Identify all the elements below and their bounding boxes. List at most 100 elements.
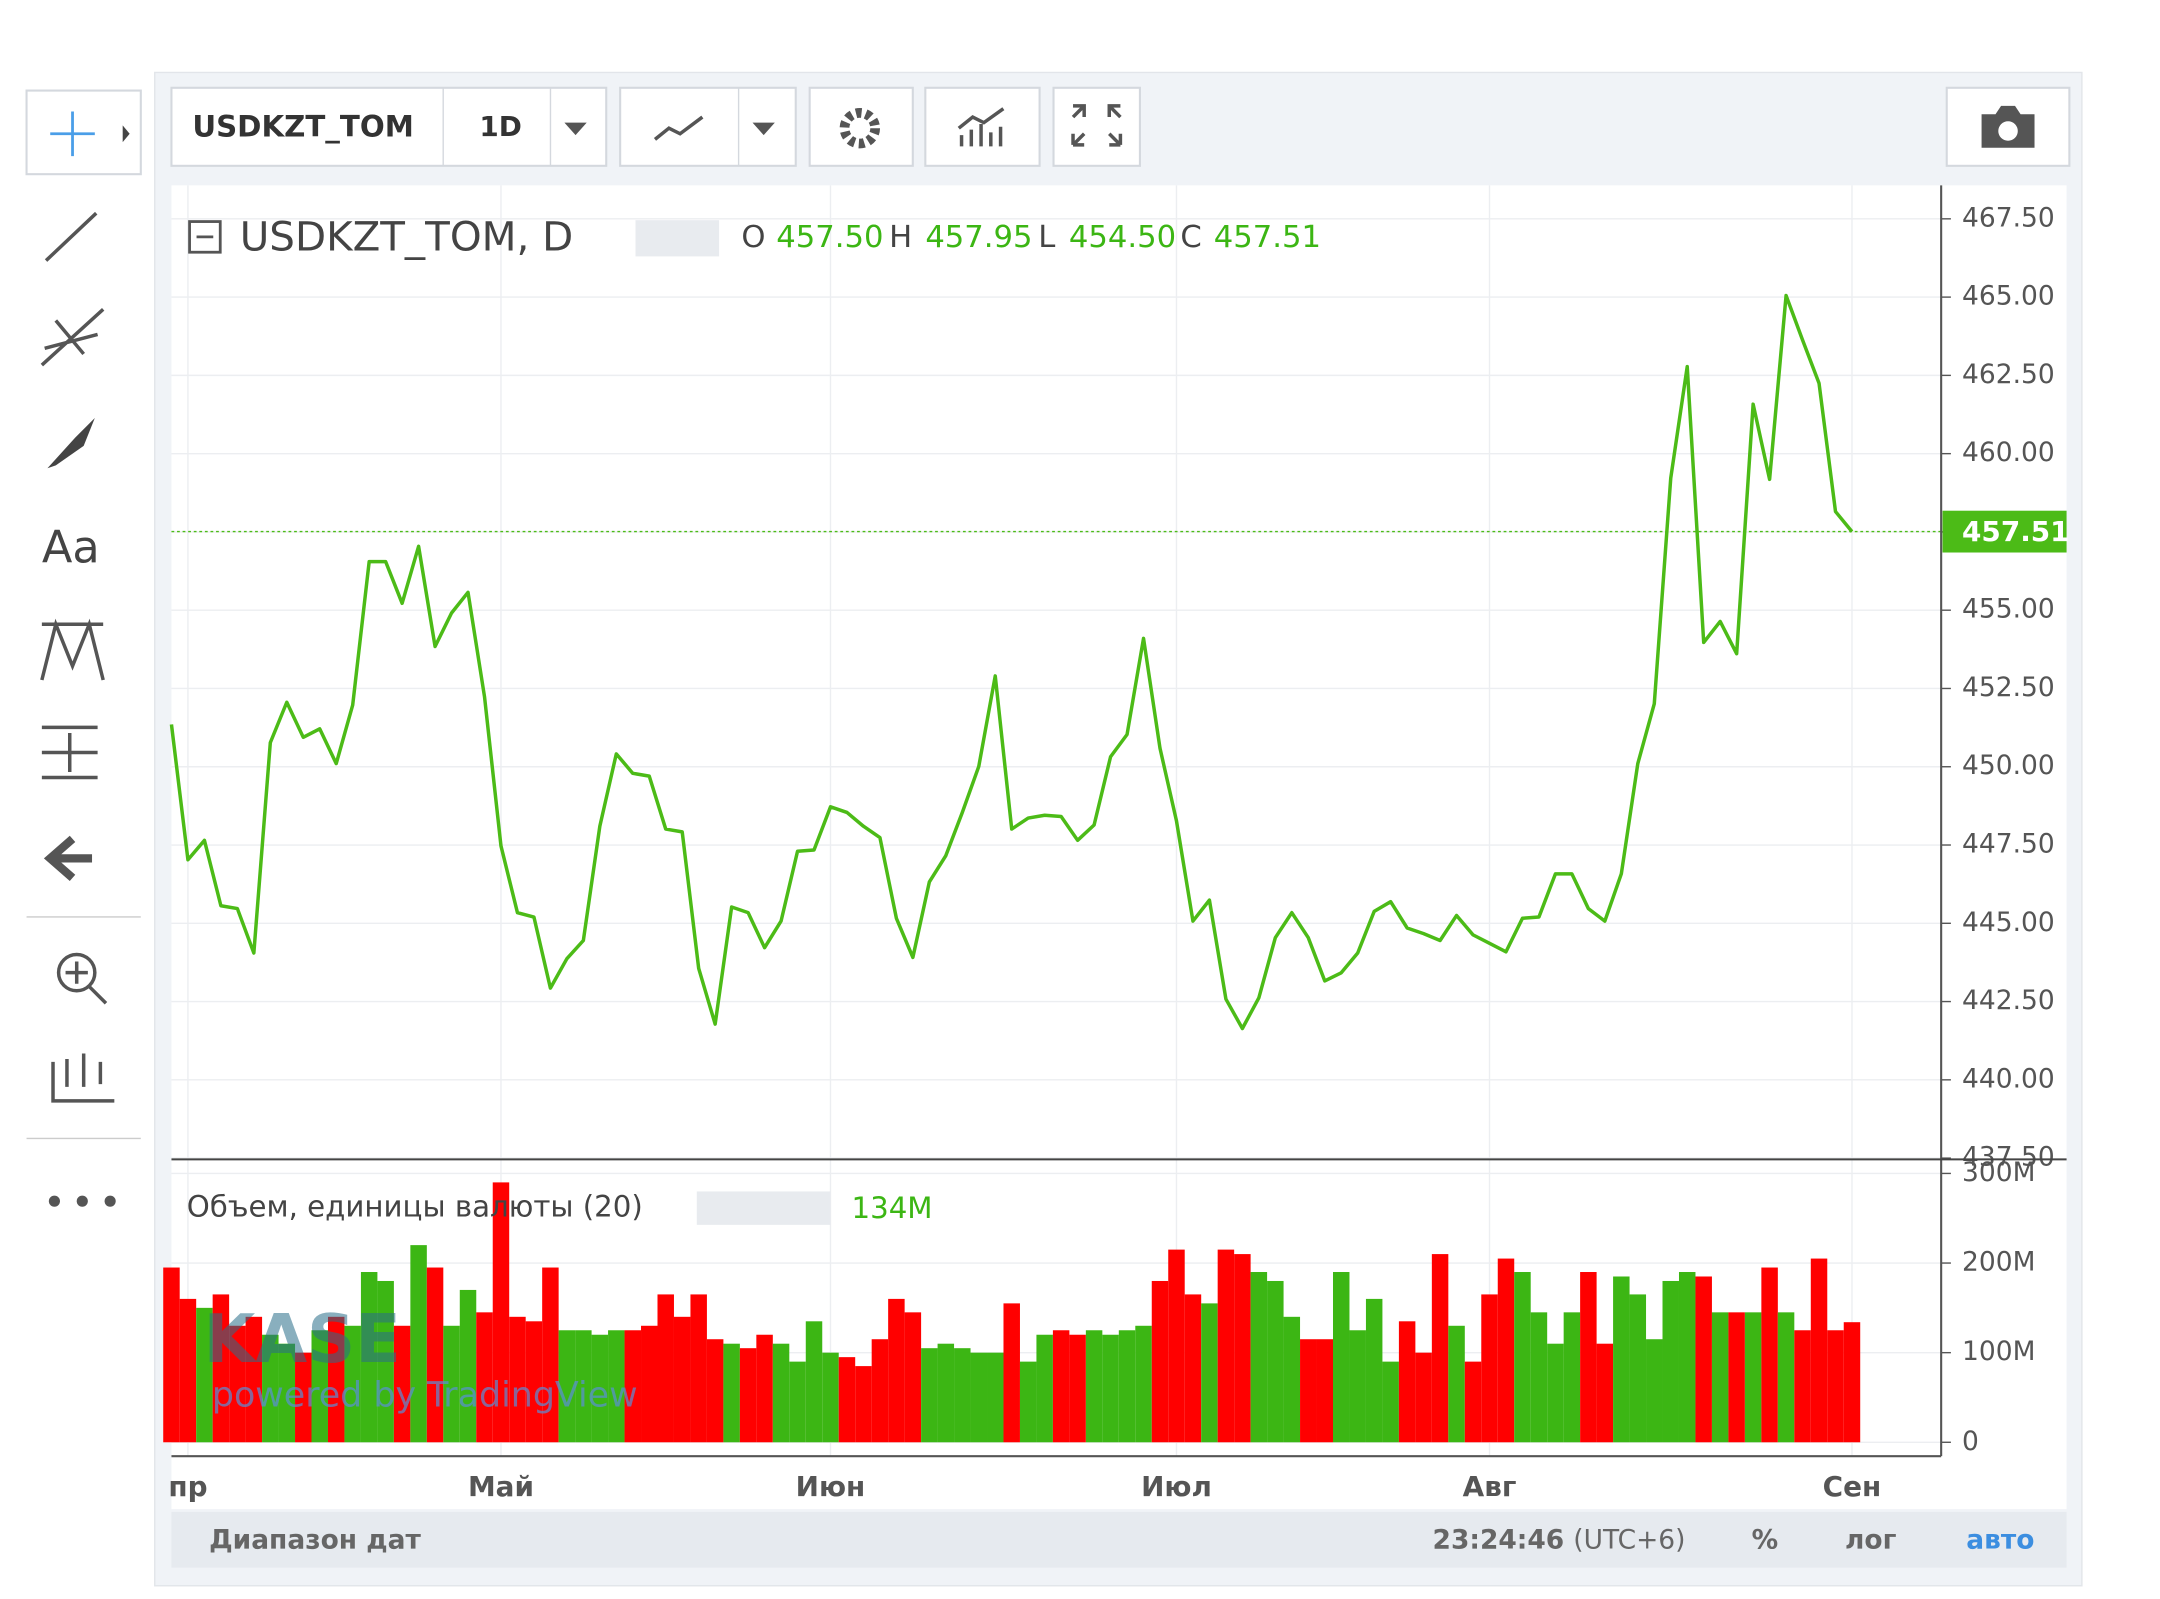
auto[interactable]: авто: [1966, 1525, 2034, 1556]
volume-bar: [772, 1343, 790, 1443]
volume-bar: [1365, 1298, 1383, 1443]
volume-bar: [410, 1245, 427, 1443]
pattern-icon[interactable]: [40, 618, 105, 681]
last-price-label: 457.51: [1962, 515, 2070, 548]
volume-bar: [1563, 1312, 1581, 1443]
zoom-icon-parts: [65, 961, 108, 1005]
fib-icon[interactable]: [40, 308, 105, 367]
x-tick-label: Авг: [1463, 1470, 1517, 1503]
fullscreen-button[interactable]: [1052, 86, 1141, 167]
volume-bar: [196, 1307, 213, 1443]
indicators-icon: [957, 107, 1005, 147]
volume-bar: [1283, 1316, 1301, 1443]
volume-bar: [1234, 1254, 1251, 1443]
c-value: 457.51: [1214, 220, 1321, 255]
dropdown[interactable]: [752, 122, 775, 136]
volume-bar: [690, 1294, 707, 1443]
volume-bar: [1728, 1312, 1745, 1443]
watermark-sub: powered by TradingView: [212, 1375, 638, 1415]
y-tick-label: 455.00: [1962, 594, 2055, 625]
l-value: 454.50: [1069, 220, 1176, 255]
volume-bar: [641, 1325, 658, 1443]
y-tick-label: 0: [1962, 1426, 1979, 1457]
settings-button[interactable]: [808, 86, 914, 167]
volume-bar: [1777, 1312, 1795, 1443]
volume-bar: [888, 1298, 905, 1443]
volume-bar: [673, 1316, 691, 1443]
crosshair-icon: [50, 111, 95, 157]
gear-icon: [839, 107, 881, 149]
volume-bar: [1629, 1294, 1647, 1443]
volume-bar: [1300, 1339, 1317, 1443]
measure-icon[interactable]: [41, 725, 98, 780]
symbol[interactable]: USDKZT_TOM: [192, 110, 413, 144]
volume-bar: [558, 1330, 576, 1443]
y-tick-label: 440.00: [1962, 1063, 2055, 1094]
volume-bar: [970, 1352, 988, 1443]
volume-bar: [1481, 1294, 1498, 1443]
volume-bar: [904, 1312, 922, 1443]
y-tick-label: 300M: [1962, 1157, 2035, 1188]
volume-buttons[interactable]: [696, 1191, 831, 1225]
x-tick-label: Сен: [1823, 1470, 1882, 1503]
volume-bar: [937, 1343, 955, 1443]
interval[interactable]: 1D: [479, 110, 522, 143]
arrow-icon: [122, 125, 130, 143]
price-line: [169, 293, 1854, 1031]
more-icon[interactable]: [48, 1195, 116, 1207]
volume-bar: [624, 1330, 642, 1443]
volume-bar: [1201, 1303, 1218, 1443]
volume-bar: [1431, 1254, 1449, 1443]
dropdown[interactable]: [564, 122, 587, 136]
volume-bar: [1497, 1258, 1515, 1443]
date-range[interactable]: Диапазон дат: [209, 1525, 421, 1556]
volume-bar: [921, 1348, 938, 1443]
volume-bar: [443, 1325, 460, 1443]
ohlc: O 457.50 H 457.95 L 454.50 C 457.51: [741, 220, 1321, 255]
volume-bar: [1580, 1272, 1597, 1443]
volume-bar: [1827, 1330, 1844, 1443]
volume-bar: [393, 1325, 411, 1443]
volume-bar: [1102, 1334, 1119, 1443]
volume-bar: [212, 1294, 230, 1443]
volume-bar: [1052, 1330, 1070, 1443]
x-tick-label: Июл: [1141, 1470, 1212, 1503]
zoom-icon[interactable]: [56, 952, 97, 993]
volume-bar: [1843, 1322, 1861, 1443]
volume-bar: [1662, 1280, 1679, 1443]
volume-bar: [509, 1316, 526, 1443]
percent[interactable]: %: [1752, 1525, 1779, 1556]
ruler-icon[interactable]: [51, 1053, 115, 1103]
volume-bar: [591, 1334, 609, 1443]
volume-bar: [1448, 1325, 1465, 1443]
bottom-bar: [171, 1511, 2067, 1568]
legend-buttons[interactable]: [635, 220, 720, 257]
symbol-box[interactable]: [170, 86, 608, 167]
volume-bar: [1217, 1249, 1235, 1443]
y-tick-label: 437.50: [1962, 1142, 2055, 1173]
collapse-icon[interactable]: [188, 220, 222, 254]
volume-bar: [229, 1325, 246, 1443]
volume-bar: [1794, 1330, 1811, 1443]
last-price-tag: [1942, 510, 2067, 553]
trend-icon[interactable]: [44, 211, 98, 262]
volume-bar: [1547, 1343, 1564, 1443]
camera-lens: [1998, 121, 2018, 141]
volume-bar: [706, 1339, 724, 1443]
log[interactable]: лог: [1845, 1525, 1897, 1556]
brush-icon[interactable]: [47, 418, 95, 469]
timezone[interactable]: (UTC+6): [1573, 1525, 1685, 1556]
volume-bar: [789, 1361, 806, 1443]
volume-bar: [1316, 1339, 1333, 1443]
volume-bar: [1019, 1361, 1037, 1443]
volume-bar: [954, 1348, 971, 1443]
volume-bar: [1184, 1294, 1202, 1443]
back-icon[interactable]: [43, 835, 93, 882]
volume-bar: [1151, 1280, 1169, 1443]
volume-bar: [838, 1357, 856, 1443]
volume-bar: [278, 1343, 296, 1443]
text-tool[interactable]: Aa: [42, 521, 100, 573]
volume-bar: [1415, 1352, 1432, 1443]
volume-value: 134M: [851, 1191, 932, 1225]
volume-bar: [525, 1321, 543, 1443]
